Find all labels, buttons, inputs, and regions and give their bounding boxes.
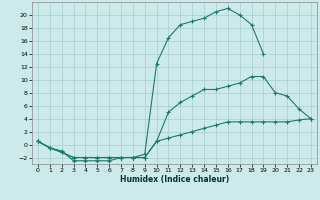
X-axis label: Humidex (Indice chaleur): Humidex (Indice chaleur) — [120, 175, 229, 184]
